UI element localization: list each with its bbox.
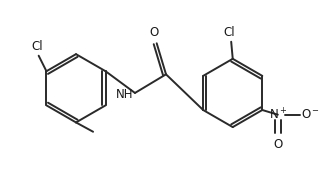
Text: NH: NH xyxy=(116,88,134,101)
Text: Cl: Cl xyxy=(31,40,43,53)
Text: $\mathregular{O^-}$: $\mathregular{O^-}$ xyxy=(301,108,320,121)
Text: Cl: Cl xyxy=(224,26,235,39)
Text: $\mathregular{N^+}$: $\mathregular{N^+}$ xyxy=(268,107,287,122)
Text: O: O xyxy=(150,26,159,39)
Text: O: O xyxy=(273,138,282,151)
